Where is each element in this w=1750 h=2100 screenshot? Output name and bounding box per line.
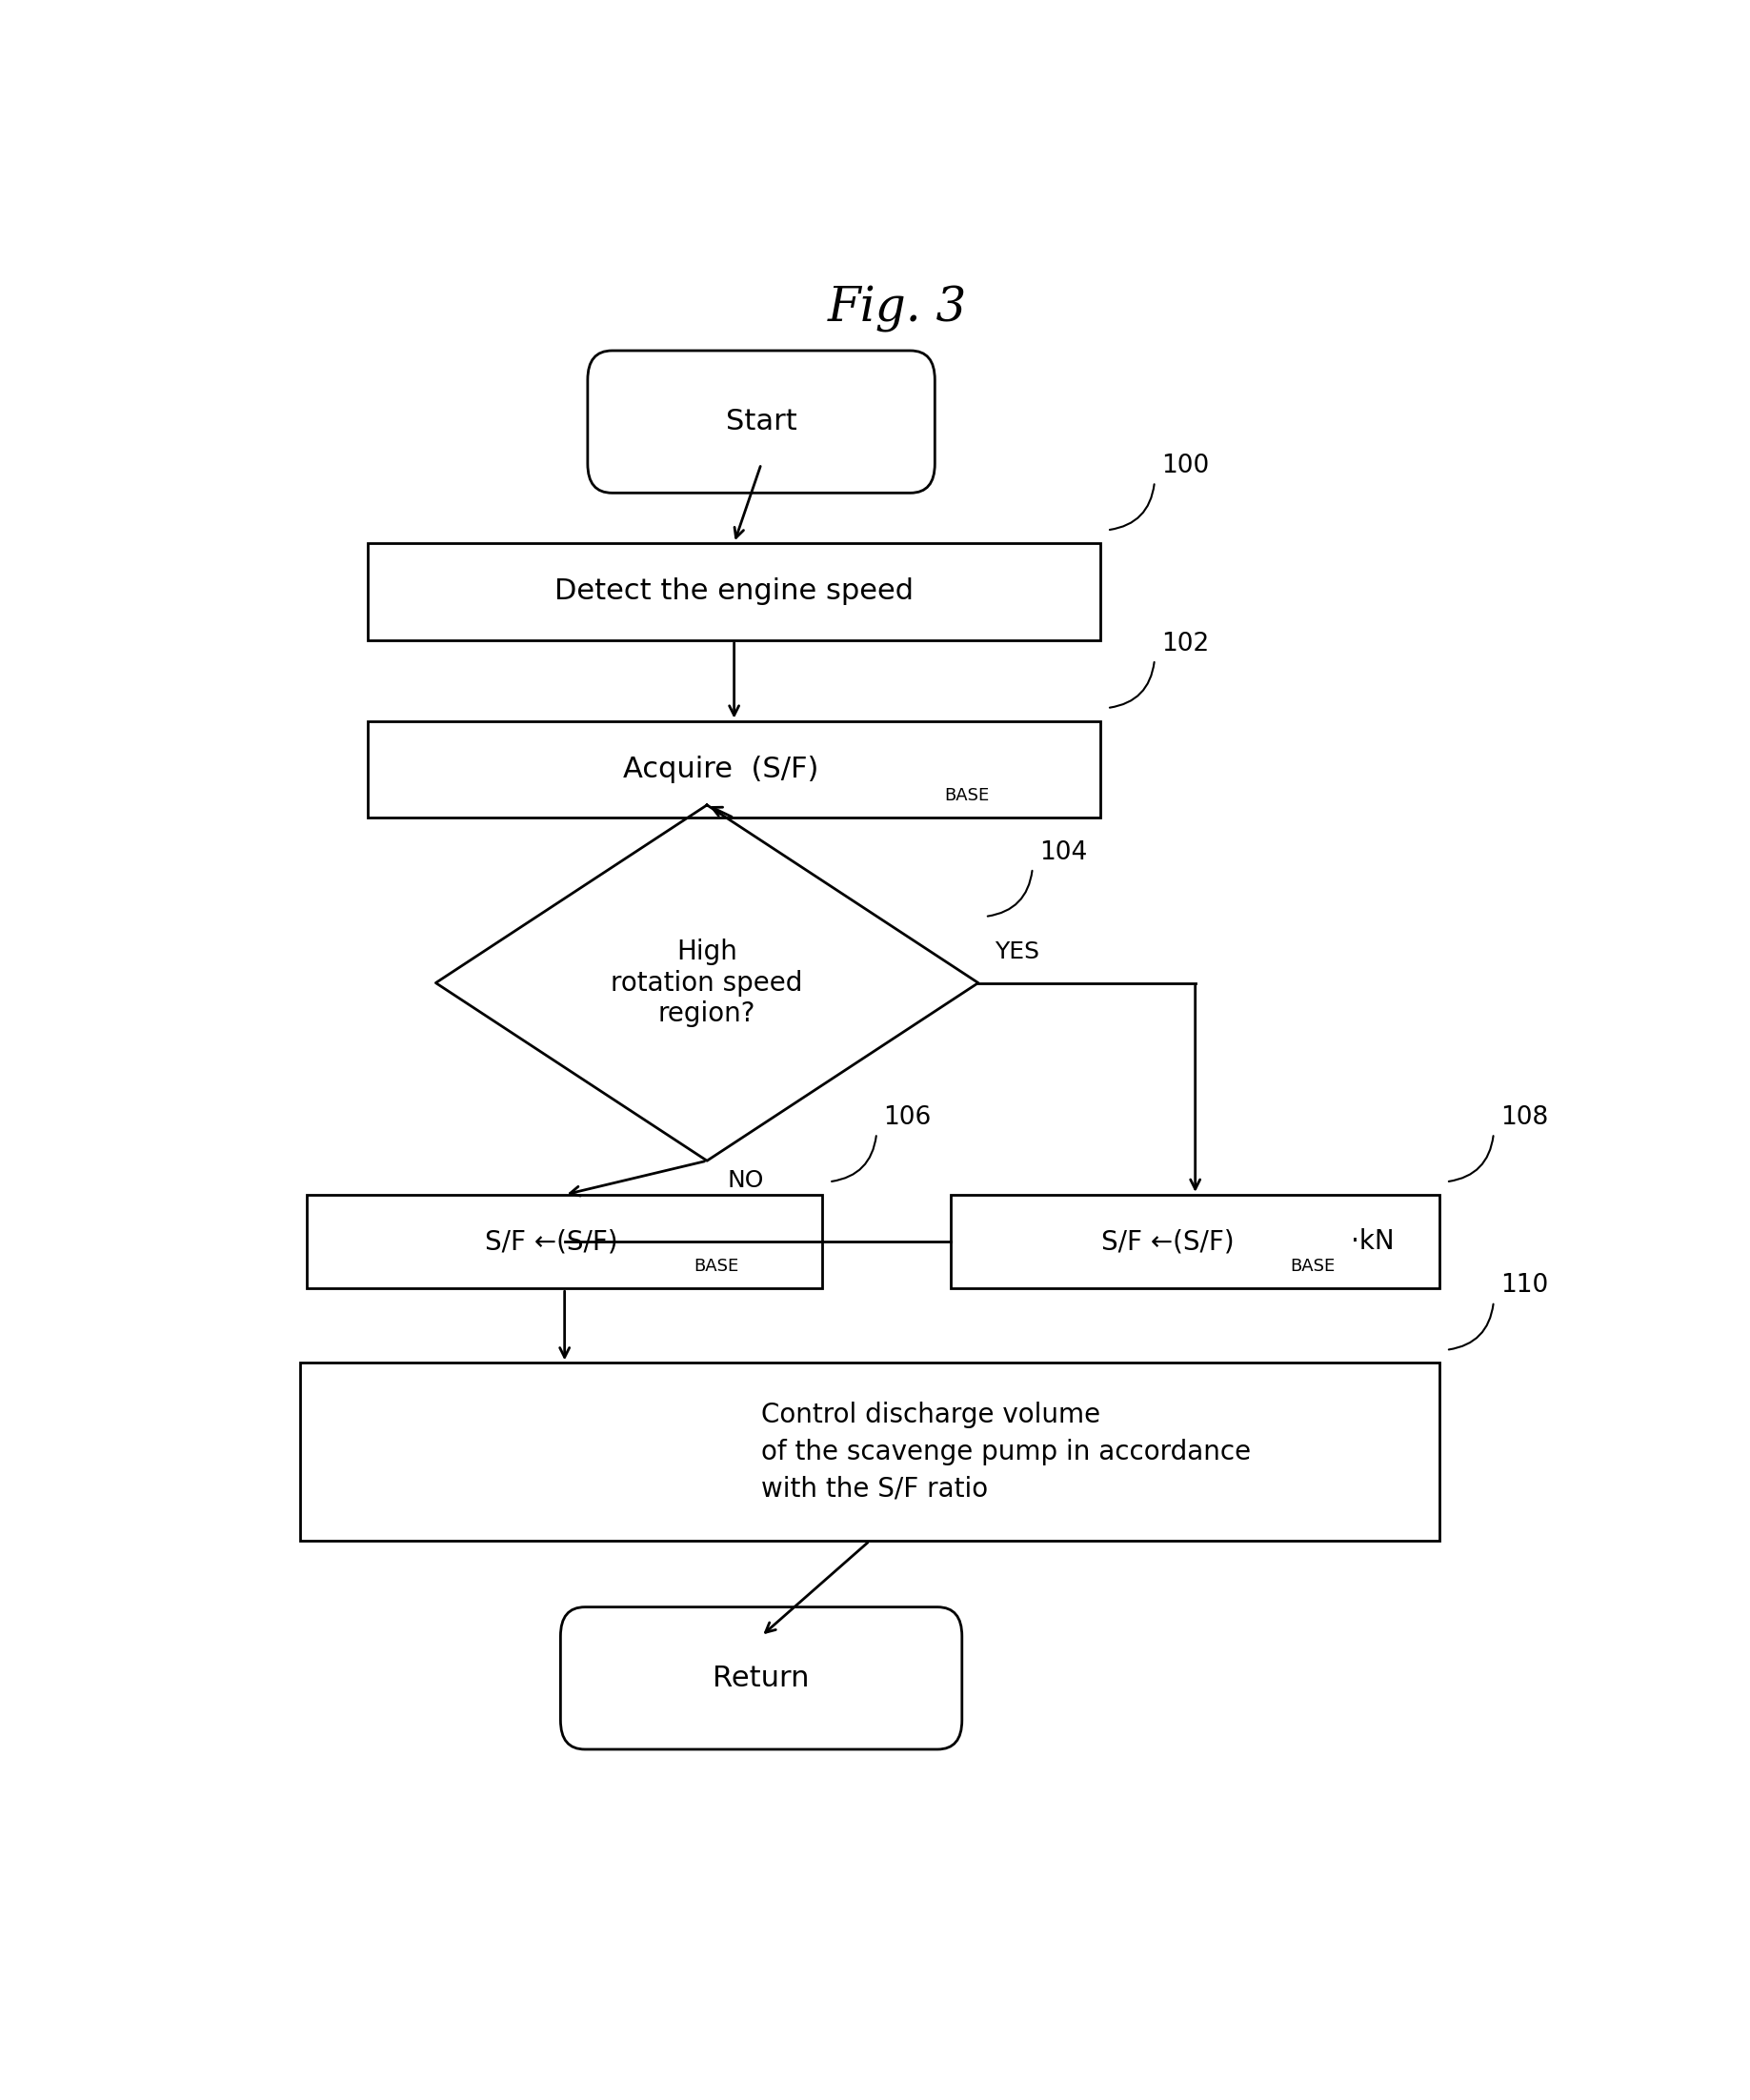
Text: Acquire  (S/F): Acquire (S/F) <box>623 756 819 783</box>
Text: 102: 102 <box>1162 632 1209 655</box>
Text: S/F ←(S/F): S/F ←(S/F) <box>485 1228 618 1256</box>
Text: Start: Start <box>726 407 796 435</box>
Text: BASE: BASE <box>1290 1258 1335 1275</box>
Text: 110: 110 <box>1500 1273 1549 1298</box>
Text: Detect the engine speed: Detect the engine speed <box>555 578 913 605</box>
Polygon shape <box>436 804 978 1161</box>
Text: BASE: BASE <box>945 788 989 804</box>
FancyBboxPatch shape <box>560 1606 963 1749</box>
Bar <box>367 720 1101 817</box>
Bar <box>952 1195 1438 1289</box>
Bar <box>301 1363 1438 1541</box>
Text: 104: 104 <box>1039 840 1087 865</box>
Bar <box>367 544 1101 640</box>
Text: Fig. 3: Fig. 3 <box>828 286 966 332</box>
Text: BASE: BASE <box>693 1258 738 1275</box>
Text: 100: 100 <box>1162 454 1209 479</box>
Text: Control discharge volume
of the scavenge pump in accordance
with the S/F ratio: Control discharge volume of the scavenge… <box>761 1401 1251 1501</box>
Text: NO: NO <box>728 1170 765 1191</box>
Text: S/F ←(S/F): S/F ←(S/F) <box>1101 1228 1235 1256</box>
Text: High
rotation speed
region?: High rotation speed region? <box>611 939 803 1027</box>
Text: Return: Return <box>712 1665 810 1693</box>
FancyBboxPatch shape <box>588 351 934 494</box>
Text: 106: 106 <box>884 1105 931 1130</box>
Bar <box>306 1195 822 1289</box>
Text: ·kN: ·kN <box>1351 1228 1395 1256</box>
Text: 108: 108 <box>1500 1105 1549 1130</box>
Text: YES: YES <box>994 941 1039 964</box>
